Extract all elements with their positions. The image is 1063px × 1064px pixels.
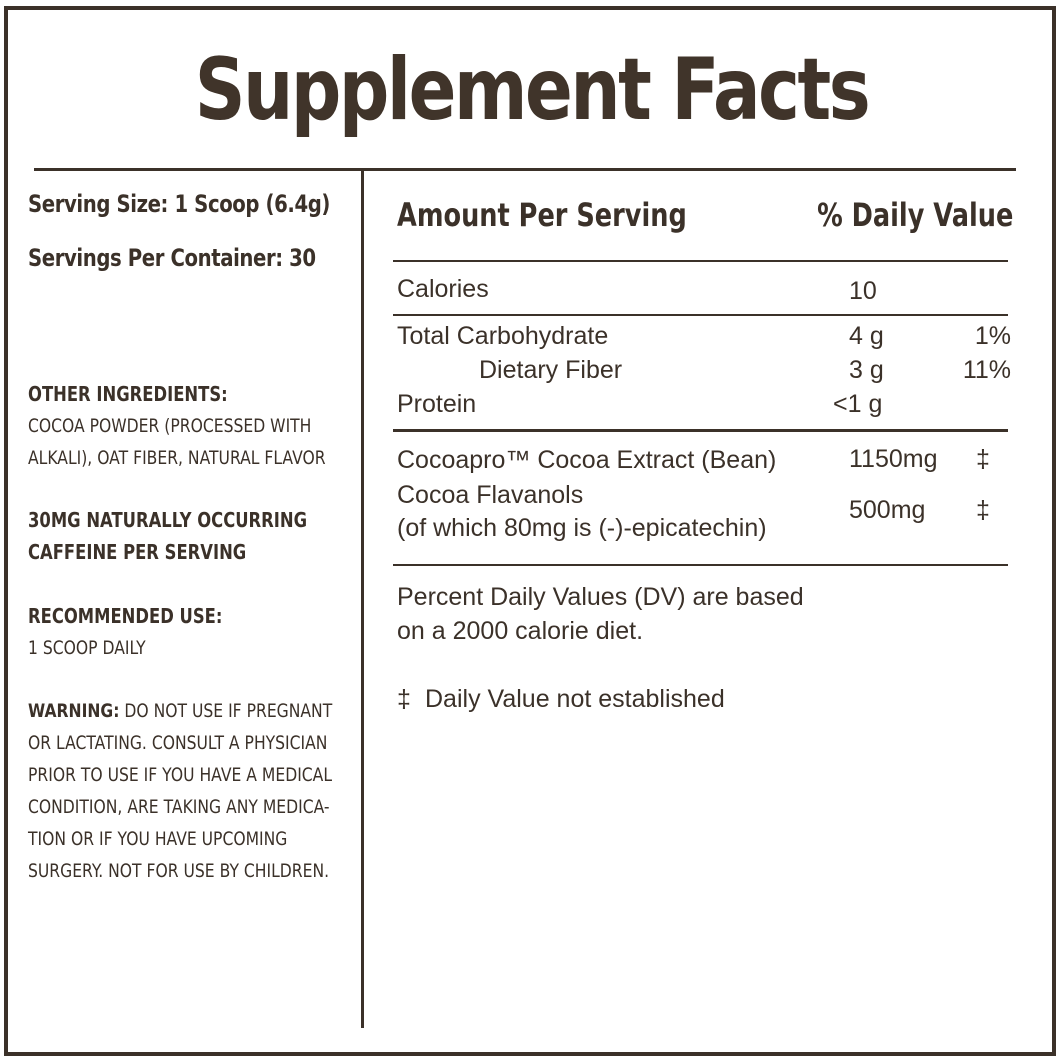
active-label: Cocoa Flavanols: [397, 481, 584, 509]
header-rule: [393, 260, 1008, 262]
servings-per-container: Servings Per Container: 30: [28, 244, 316, 272]
nutrient-label: Dietary Fiber: [479, 356, 623, 384]
warning-line: TION OR IF YOU HAVE UPCOMING: [28, 828, 288, 850]
warning-line: WARNING: DO NOT USE IF PREGNANT: [28, 700, 333, 722]
warning-line: SURGERY. NOT FOR USE BY CHILDREN.: [28, 860, 330, 882]
label-frame: [4, 6, 1056, 1056]
calories-amount: 10: [849, 277, 877, 305]
serving-size: Serving Size: 1 Scoop (6.4g): [28, 190, 331, 218]
nutrients-rule: [393, 429, 1008, 432]
footnote-line: on a 2000 calorie diet.: [397, 617, 644, 645]
warning-label: WARNING:: [28, 700, 120, 722]
nutrient-label: Total Carbohydrate: [397, 322, 609, 350]
warning-line: CONDITION, ARE TAKING ANY MEDICA-: [28, 796, 330, 818]
amount-per-serving-header: Amount Per Serving: [397, 196, 687, 234]
dagger-icon: ‡: [976, 496, 990, 524]
dagger-icon: ‡: [397, 685, 411, 713]
actives-rule: [393, 564, 1008, 566]
warning-line: PRIOR TO USE IF YOU HAVE A MEDICAL: [28, 764, 333, 786]
active-amount: 500mg: [849, 496, 926, 524]
dagger-note: Daily Value not established: [425, 685, 725, 713]
nutrient-label: Protein: [397, 390, 477, 418]
calories-rule: [393, 314, 1008, 316]
dagger-icon: ‡: [976, 445, 990, 473]
daily-value-header: % Daily Value: [816, 196, 1013, 234]
other-ingredients-line: COCOA POWDER (PROCESSED WITH: [28, 415, 312, 437]
nutrient-dv: 11%: [962, 356, 1011, 384]
nutrient-amount: 3 g: [849, 356, 884, 384]
warning-line: OR LACTATING. CONSULT A PHYSICIAN: [28, 732, 328, 754]
recommended-use-heading: RECOMMENDED USE:: [28, 604, 223, 628]
footnote-line: Percent Daily Values (DV) are based: [397, 583, 804, 611]
active-label: Cocoapro™ Cocoa Extract (Bean): [397, 446, 777, 474]
caffeine-note: CAFFEINE PER SERVING: [28, 540, 247, 564]
column-divider: [361, 171, 364, 1028]
recommended-use-body: 1 SCOOP DAILY: [28, 637, 146, 659]
other-ingredients-heading: OTHER INGREDIENTS:: [28, 382, 228, 406]
active-sublabel: (of which 80mg is (-)-epicatechin): [397, 514, 767, 542]
caffeine-note: 30MG NATURALLY OCCURRING: [28, 508, 308, 532]
nutrient-amount: <1 g: [833, 390, 883, 418]
title-divider: [34, 168, 1016, 171]
active-amount: 1150mg: [849, 445, 938, 473]
page-title: Supplement Facts: [194, 40, 871, 140]
other-ingredients-line: ALKALI), OAT FIBER, NATURAL FLAVOR: [28, 447, 326, 469]
calories-label: Calories: [397, 275, 489, 303]
nutrient-dv: 1%: [974, 322, 1011, 350]
nutrient-amount: 4 g: [849, 322, 884, 350]
